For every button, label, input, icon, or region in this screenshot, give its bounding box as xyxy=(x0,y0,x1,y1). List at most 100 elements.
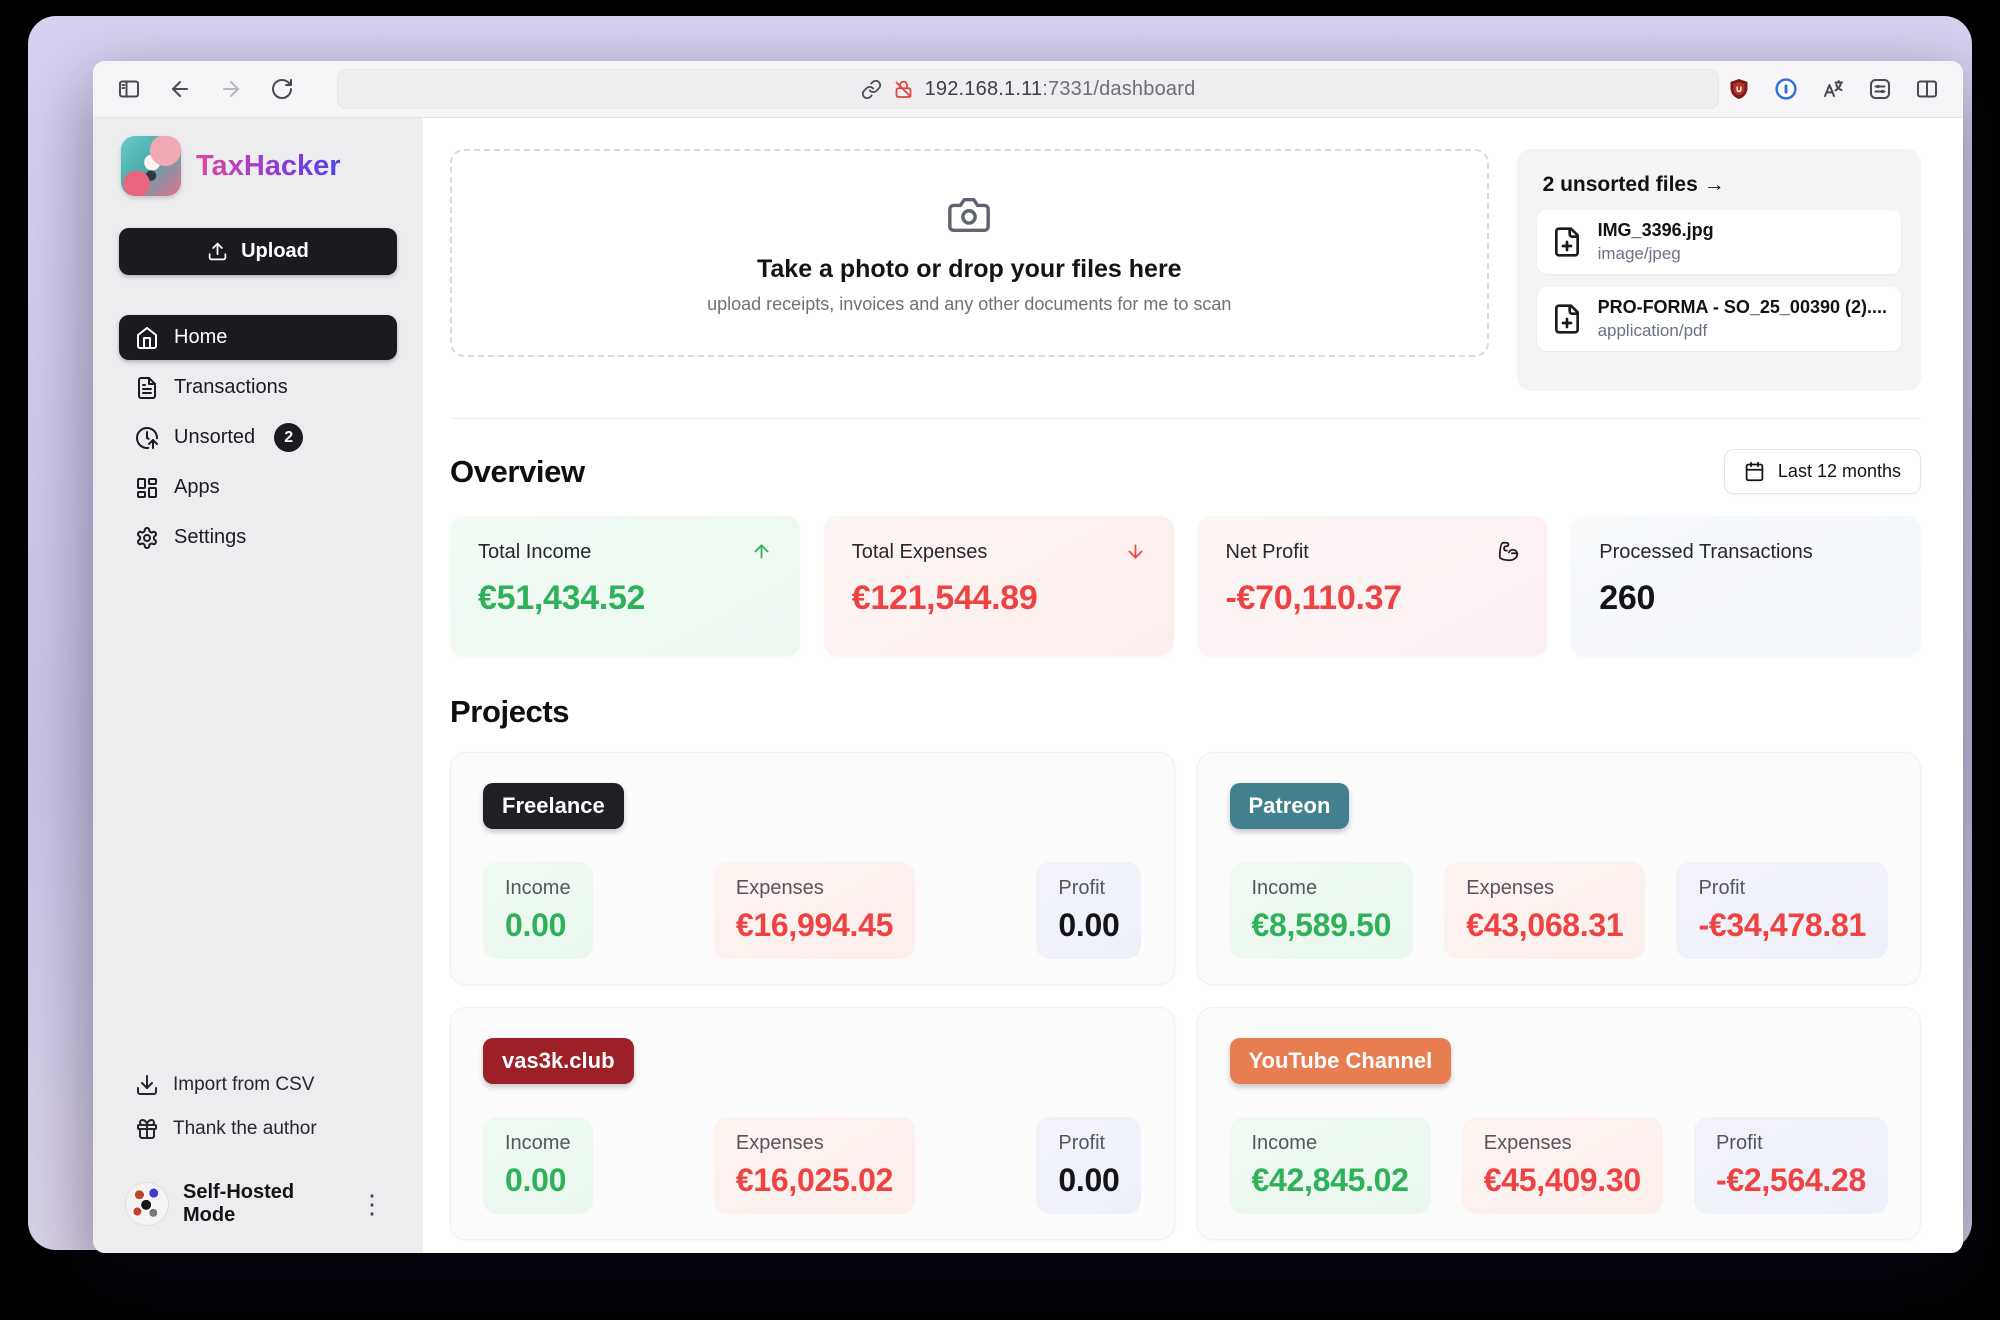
file-dropzone[interactable]: Take a photo or drop your files here upl… xyxy=(450,149,1489,357)
toolbar-left-group xyxy=(117,77,294,101)
file-mime: image/jpeg xyxy=(1597,244,1681,263)
avatar xyxy=(125,1182,169,1226)
project-card-youtube-channel[interactable]: YouTube Channel Income €42,845.02 Expens… xyxy=(1196,1007,1921,1240)
desktop-background: 192.168.1.11:7331/dashboard xyxy=(28,16,1972,1253)
browser-toolbar: 192.168.1.11:7331/dashboard xyxy=(93,61,1963,118)
gear-icon xyxy=(135,526,159,550)
ublock-extension-icon[interactable] xyxy=(1727,77,1751,101)
unsorted-count-badge: 2 xyxy=(274,423,304,452)
net-profit-card: Net Profit -€70,110.37 xyxy=(1197,516,1548,656)
expenses-stat: Expenses €43,068.31 xyxy=(1444,862,1646,959)
app-title: TaxHacker xyxy=(196,149,341,182)
card-label: Net Profit xyxy=(1225,541,1309,563)
address-bar[interactable]: 192.168.1.11:7331/dashboard xyxy=(337,69,1719,109)
upload-button[interactable]: Upload xyxy=(119,228,397,275)
apps-grid-icon xyxy=(135,476,159,500)
income-stat: Income €8,589.50 xyxy=(1229,862,1414,959)
upload-section: Take a photo or drop your files here upl… xyxy=(450,149,1921,391)
back-icon[interactable] xyxy=(168,77,192,101)
card-value: -€70,110.37 xyxy=(1225,579,1403,617)
thank-author-link[interactable]: Thank the author xyxy=(119,1107,397,1151)
profit-stat: Profit 0.00 xyxy=(1036,1117,1142,1214)
card-value: €51,434.52 xyxy=(478,579,646,617)
project-badge: Freelance xyxy=(483,783,624,829)
main-content: Take a photo or drop your files here upl… xyxy=(423,118,1963,1253)
url-text: 192.168.1.11:7331/dashboard xyxy=(924,77,1196,100)
toolbar-right-group xyxy=(1727,77,1939,101)
expenses-stat: Expenses €16,025.02 xyxy=(713,1117,916,1214)
project-badge: vas3k.club xyxy=(483,1038,634,1084)
project-badge: YouTube Channel xyxy=(1229,1038,1452,1084)
camera-icon xyxy=(946,192,992,238)
file-name: IMG_3396.jpg xyxy=(1597,220,1714,240)
upload-icon xyxy=(207,241,228,262)
forward-icon[interactable] xyxy=(219,77,243,101)
file-name: PRO-FORMA - SO_25_00390 (2).... xyxy=(1597,297,1887,317)
sidebar-spacer xyxy=(119,560,397,1063)
calendar-icon xyxy=(1744,461,1765,482)
card-value: 260 xyxy=(1599,579,1656,617)
sidebar-item-apps[interactable]: Apps xyxy=(119,465,397,510)
card-label: Total Expenses xyxy=(851,541,988,563)
card-label: Total Income xyxy=(478,541,592,563)
kebab-menu-icon[interactable]: ⋮ xyxy=(359,1189,385,1219)
translate-icon[interactable] xyxy=(1821,77,1845,101)
profit-stat: Profit 0.00 xyxy=(1036,862,1142,959)
reload-icon[interactable] xyxy=(270,77,294,101)
project-card-vas3k-club[interactable]: vas3k.club Income 0.00 Expenses €16,025.… xyxy=(450,1007,1175,1240)
overview-header: Overview Last 12 months xyxy=(450,449,1921,494)
unsorted-file-row[interactable]: PRO-FORMA - SO_25_00390 (2).... applicat… xyxy=(1536,287,1901,351)
onepassword-extension-icon[interactable] xyxy=(1774,77,1798,101)
gift-icon xyxy=(135,1117,159,1141)
unsorted-file-row[interactable]: IMG_3396.jpg image/jpeg xyxy=(1536,210,1901,274)
sidebar-item-unsorted[interactable]: Unsorted 2 xyxy=(119,415,397,460)
total-income-card: Total Income €51,434.52 xyxy=(450,516,800,656)
overview-cards: Total Income €51,434.52 Total Expenses xyxy=(450,516,1921,656)
biceps-icon xyxy=(1498,541,1519,562)
unsorted-files-link[interactable]: 2 unsorted files → xyxy=(1542,173,1725,196)
overview-title: Overview xyxy=(450,453,585,489)
total-expenses-card: Total Expenses €121,544.89 xyxy=(823,516,1174,656)
sidebar-item-home[interactable]: Home xyxy=(119,315,397,360)
dropzone-title: Take a photo or drop your files here xyxy=(756,254,1182,283)
processed-transactions-card: Processed Transactions 260 xyxy=(1571,516,1921,656)
project-badge: Patreon xyxy=(1229,783,1350,829)
profit-stat: Profit -€34,478.81 xyxy=(1676,862,1888,959)
arrow-up-icon xyxy=(751,541,772,562)
card-label: Processed Transactions xyxy=(1599,541,1813,563)
file-mime: application/pdf xyxy=(1597,321,1708,340)
import-icon xyxy=(135,1073,159,1097)
project-card-patreon[interactable]: Patreon Income €8,589.50 Expenses €43,06… xyxy=(1196,752,1921,985)
projects-title: Projects xyxy=(450,694,570,729)
sidebar: TaxHacker Upload Home xyxy=(93,118,423,1253)
app-body: TaxHacker Upload Home xyxy=(93,118,1963,1253)
file-plus-icon xyxy=(1551,226,1583,258)
self-hosted-mode-row[interactable]: Self-Hosted Mode ⋮ xyxy=(119,1181,397,1227)
project-card-freelance[interactable]: Freelance Income 0.00 Expenses €16,994.4… xyxy=(450,752,1175,985)
import-csv-link[interactable]: Import from CSV xyxy=(119,1063,397,1107)
insecure-lock-icon xyxy=(893,79,914,100)
split-view-icon[interactable] xyxy=(1915,77,1939,101)
app-logo xyxy=(121,136,181,196)
dropzone-subtitle: upload receipts, invoices and any other … xyxy=(707,293,1232,314)
card-value: €121,544.89 xyxy=(851,579,1038,617)
file-plus-icon xyxy=(1551,303,1583,335)
sidebar-item-settings[interactable]: Settings xyxy=(119,515,397,560)
clock-arrow-icon xyxy=(135,426,159,450)
expenses-stat: Expenses €16,994.45 xyxy=(713,862,916,959)
browser-window: 192.168.1.11:7331/dashboard xyxy=(93,61,1963,1253)
period-selector-button[interactable]: Last 12 months xyxy=(1723,449,1921,494)
expenses-stat: Expenses €45,409.30 xyxy=(1461,1117,1663,1214)
income-stat: Income €42,845.02 xyxy=(1229,1117,1431,1214)
extensions-settings-icon[interactable] xyxy=(1868,77,1892,101)
browser-sidebar-toggle-icon[interactable] xyxy=(117,77,141,101)
file-text-icon xyxy=(135,376,159,400)
section-divider xyxy=(450,418,1921,419)
app-logo-row[interactable]: TaxHacker xyxy=(119,136,397,196)
income-stat: Income 0.00 xyxy=(483,1117,593,1214)
projects-grid: Freelance Income 0.00 Expenses €16,994.4… xyxy=(450,752,1921,1240)
arrow-down-icon xyxy=(1125,541,1146,562)
income-stat: Income 0.00 xyxy=(483,862,593,959)
sidebar-nav: Home Transactions Unsorted 2 xyxy=(119,315,397,560)
sidebar-item-transactions[interactable]: Transactions xyxy=(119,365,397,410)
